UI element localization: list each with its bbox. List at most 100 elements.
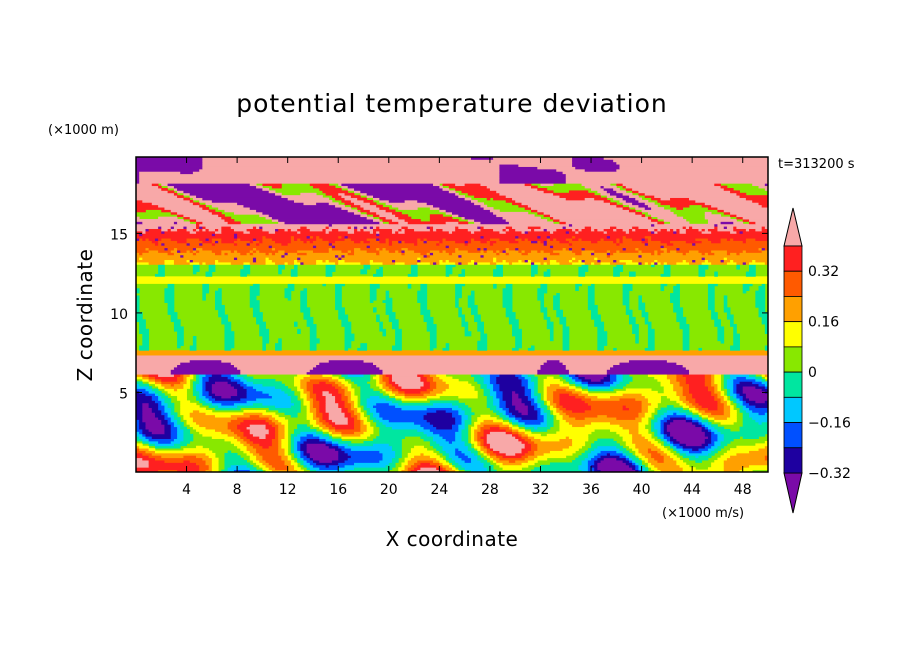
field-cell (180, 254, 184, 258)
field-cell (136, 395, 153, 399)
field-cell (344, 343, 352, 346)
field-cell (407, 460, 418, 463)
field-cell (676, 390, 684, 394)
field-cell (698, 412, 703, 416)
field-cell (758, 412, 766, 416)
field-cell (524, 443, 532, 447)
field-cell (644, 207, 652, 210)
field-cell (537, 297, 545, 301)
field-cell (521, 450, 529, 454)
field-cell (755, 228, 763, 232)
field-cell (385, 307, 393, 311)
field-cell (246, 228, 263, 232)
field-cell (221, 228, 235, 232)
field-cell (221, 226, 232, 229)
field-cell (714, 271, 718, 275)
field-cell (319, 235, 339, 239)
field-cell (154, 443, 175, 447)
field-cell (685, 417, 693, 420)
field-cell (660, 288, 665, 292)
field-cell (284, 250, 298, 253)
field-cell (385, 312, 396, 315)
field-cell (306, 448, 336, 451)
field-cell (391, 378, 421, 382)
field-cell (205, 273, 213, 277)
field-cell (306, 417, 314, 420)
field-cell (183, 417, 194, 420)
field-cell (186, 226, 197, 229)
field-cell (404, 460, 409, 463)
field-cell (227, 424, 238, 428)
field-cell (354, 247, 361, 251)
field-cell (328, 226, 349, 229)
field-cell (170, 431, 178, 435)
field-cell (448, 259, 472, 263)
field-cell (628, 455, 636, 459)
field-cell (256, 250, 260, 253)
field-cell (284, 460, 292, 463)
field-cell (335, 307, 345, 311)
field-cell (666, 374, 677, 377)
field-cell (638, 469, 642, 472)
field-cell (521, 412, 529, 416)
field-cell (142, 431, 153, 435)
field-cell (278, 438, 282, 442)
field-cell (568, 436, 589, 439)
field-cell (537, 290, 548, 294)
field-cell (689, 457, 709, 461)
field-cell (379, 367, 541, 370)
field-cell (682, 331, 690, 334)
colorbar-segment (783, 346, 803, 373)
field-cell (145, 450, 156, 454)
field-cell (215, 290, 222, 294)
field-cell (395, 455, 402, 459)
field-cell (429, 429, 459, 432)
field-cell (733, 383, 737, 387)
field-cell (587, 386, 611, 389)
field-cell (227, 469, 235, 472)
field-cell (309, 400, 314, 404)
field-cell (470, 374, 481, 377)
field-cell (445, 438, 456, 442)
field-cell (764, 383, 768, 387)
field-cell (388, 316, 396, 320)
field-cell (322, 228, 326, 232)
field-cell (461, 433, 469, 437)
field-cell (278, 221, 285, 225)
field-cell (407, 452, 421, 456)
field-cell (673, 288, 680, 292)
field-cell (233, 235, 238, 239)
field-cell (663, 440, 668, 444)
field-cell (733, 259, 753, 263)
field-cell (426, 388, 434, 392)
field-cell (331, 460, 345, 463)
field-cell (230, 250, 235, 253)
field-cell (537, 235, 541, 239)
field-cell (158, 269, 165, 272)
field-cell (606, 250, 611, 253)
field-cell (139, 419, 143, 423)
x-unit-label: (×1000 m/s) (662, 506, 744, 521)
field-cell (647, 242, 668, 246)
field-cell (271, 414, 279, 418)
field-cell (701, 204, 712, 208)
field-cell (136, 188, 162, 191)
field-cell (512, 347, 519, 351)
field-cell (164, 262, 175, 265)
field-cell (572, 262, 586, 265)
field-cell (136, 164, 203, 167)
field-cell (189, 412, 206, 416)
field-cell (268, 393, 289, 397)
field-cell (505, 431, 513, 435)
field-cell (322, 238, 345, 241)
field-cell (436, 440, 450, 444)
field-cell (262, 228, 276, 232)
field-cell (565, 178, 768, 182)
field-cell (698, 417, 703, 420)
field-cell (679, 398, 687, 401)
field-cell (325, 424, 333, 428)
field-cell (647, 400, 661, 404)
field-cell (553, 412, 560, 416)
field-cell (297, 460, 304, 463)
field-cell (622, 185, 627, 189)
